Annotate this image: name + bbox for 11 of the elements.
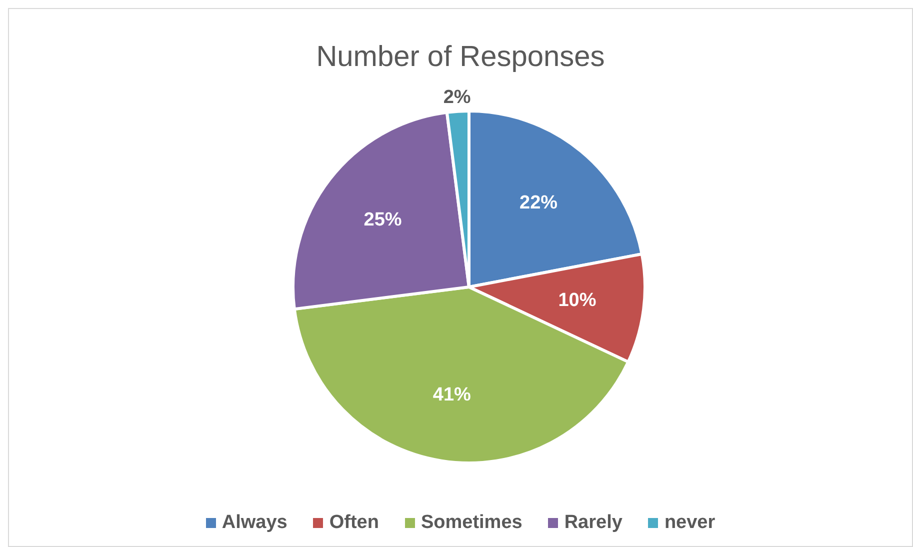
data-label: 41% [432,384,472,406]
data-label: 2% [443,86,471,108]
legend-label: never [663,512,716,534]
legend-label: Often [328,512,379,534]
legend-label: Rarely [563,512,622,534]
data-label: 25% [364,210,402,231]
legend-label: Sometimes [420,512,522,534]
legend-label: Always [220,512,288,534]
chart-title: Number of Responses [315,41,606,74]
data-label: 22% [520,192,558,214]
data-label: 10% [558,290,596,312]
